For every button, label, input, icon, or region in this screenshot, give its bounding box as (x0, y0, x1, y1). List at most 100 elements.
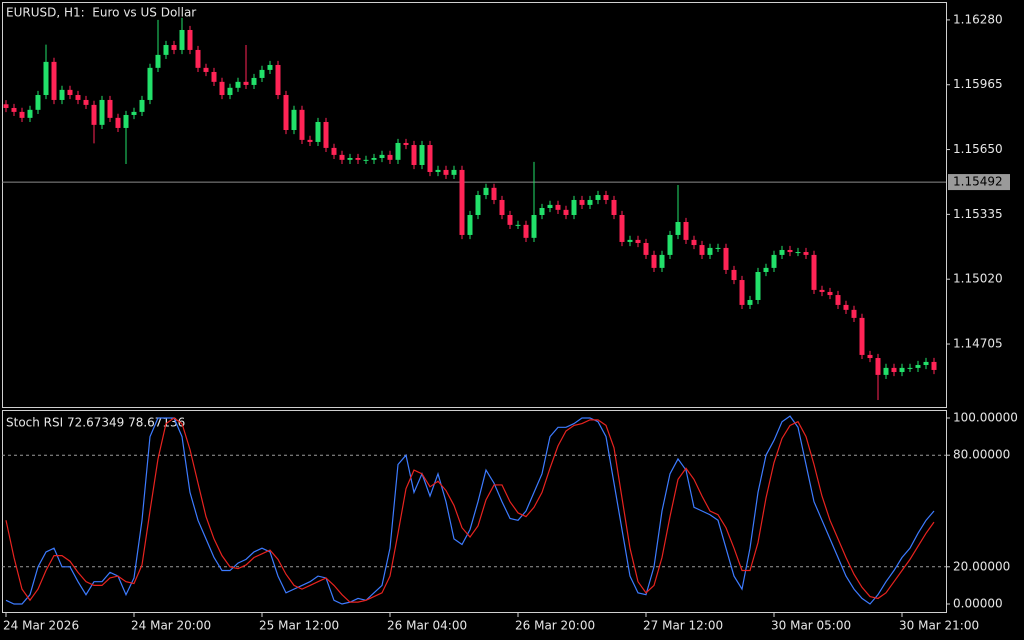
candle-body (691, 239, 697, 246)
candle-body (363, 159, 369, 161)
y-tick-label: 1.16280 (953, 12, 1003, 26)
candle-body (891, 367, 897, 373)
candle-body (507, 214, 513, 225)
candle-body (411, 145, 417, 165)
candle-body (355, 157, 361, 160)
candle-body (203, 67, 209, 72)
candle-body (899, 367, 905, 373)
candle-body (867, 354, 873, 359)
candle-body (635, 239, 641, 243)
candle-body (571, 199, 577, 215)
indicator-panel (2, 410, 947, 613)
candle-body (195, 49, 201, 68)
candle-body (803, 252, 809, 255)
candle-body (539, 207, 545, 215)
candle-body (475, 195, 481, 215)
candle-body (219, 81, 225, 96)
candle-body (811, 254, 817, 290)
candle-body (555, 204, 561, 210)
last-price-box (948, 174, 1010, 191)
candle-body (171, 45, 177, 50)
x-tick-label: 27 Mar 12:00 (643, 619, 723, 633)
candle-body (67, 89, 73, 96)
indicator-line (5, 415, 935, 605)
candle-body (299, 109, 305, 140)
chart-title: EURUSD, H1: Euro vs US Dollar (6, 6, 196, 20)
candle-body (83, 99, 89, 105)
candle-body (931, 361, 937, 370)
candle-body (459, 169, 465, 235)
y-tick-label: 1.15020 (953, 272, 1003, 286)
indicator-line (5, 417, 935, 603)
x-tick-label: 26 Mar 20:00 (515, 619, 595, 633)
candle-body (347, 157, 353, 160)
candle-body (643, 242, 649, 255)
candle-body (115, 117, 121, 128)
candle-body (59, 89, 65, 100)
x-tick-label: 24 Mar 2026 (3, 619, 79, 633)
y-tick-label: 20.00000 (953, 559, 1010, 573)
candle-body (283, 95, 289, 131)
candle-body (227, 87, 233, 96)
candle-body (235, 81, 241, 88)
candle-body (755, 272, 761, 300)
candle-body (339, 154, 345, 160)
candle-body (795, 252, 801, 254)
candle-body (883, 367, 889, 375)
candle-body (587, 199, 593, 205)
candle-body (91, 104, 97, 125)
candle-body (923, 361, 929, 366)
candle-body (163, 45, 169, 55)
price-panel (2, 2, 947, 408)
candle-body (843, 304, 849, 310)
candle-body (251, 77, 257, 85)
candle-body (99, 99, 105, 125)
y-tick-label: 0.00000 (953, 597, 1003, 611)
candle-body (267, 64, 273, 70)
candle-body (467, 214, 473, 235)
candle-body (915, 365, 921, 368)
candle-body (907, 367, 913, 369)
candle-body (627, 239, 633, 242)
candle-body (859, 317, 865, 355)
candle-body (3, 104, 9, 108)
candle-body (187, 29, 193, 50)
candle-body (683, 221, 689, 240)
candle-body (787, 249, 793, 253)
candle-body (723, 247, 729, 270)
candle-body (107, 99, 113, 118)
candle-body (603, 195, 609, 200)
candle-body (819, 289, 825, 292)
candle-body (763, 267, 769, 272)
candle-body (715, 247, 721, 249)
candle-body (211, 71, 217, 82)
candle-body (779, 249, 785, 255)
x-tick-label: 26 Mar 04:00 (387, 619, 467, 633)
candle-body (307, 139, 313, 142)
candle-body (179, 29, 185, 50)
candle-body (427, 145, 433, 172)
candle-body (11, 107, 17, 112)
candle-body (851, 309, 857, 318)
x-tick-label: 30 Mar 21:00 (899, 619, 979, 633)
candle-body (443, 169, 449, 175)
candle-body (259, 69, 265, 78)
candle-body (123, 114, 129, 128)
candle-body (875, 358, 881, 375)
candle-body (579, 199, 585, 205)
candle-body (275, 64, 281, 96)
candle-body (51, 61, 57, 100)
candle-body (43, 61, 49, 96)
candle-body (699, 245, 705, 255)
y-tick-label: 80.00000 (953, 448, 1010, 462)
candle-body (563, 209, 569, 215)
candle-body (707, 247, 713, 255)
candle-body (523, 224, 529, 238)
candle-body (547, 204, 553, 208)
candle-body (131, 111, 137, 115)
candle-body (379, 154, 385, 158)
candle-body (739, 280, 745, 305)
candle-body (155, 54, 161, 68)
candle-body (651, 254, 657, 268)
